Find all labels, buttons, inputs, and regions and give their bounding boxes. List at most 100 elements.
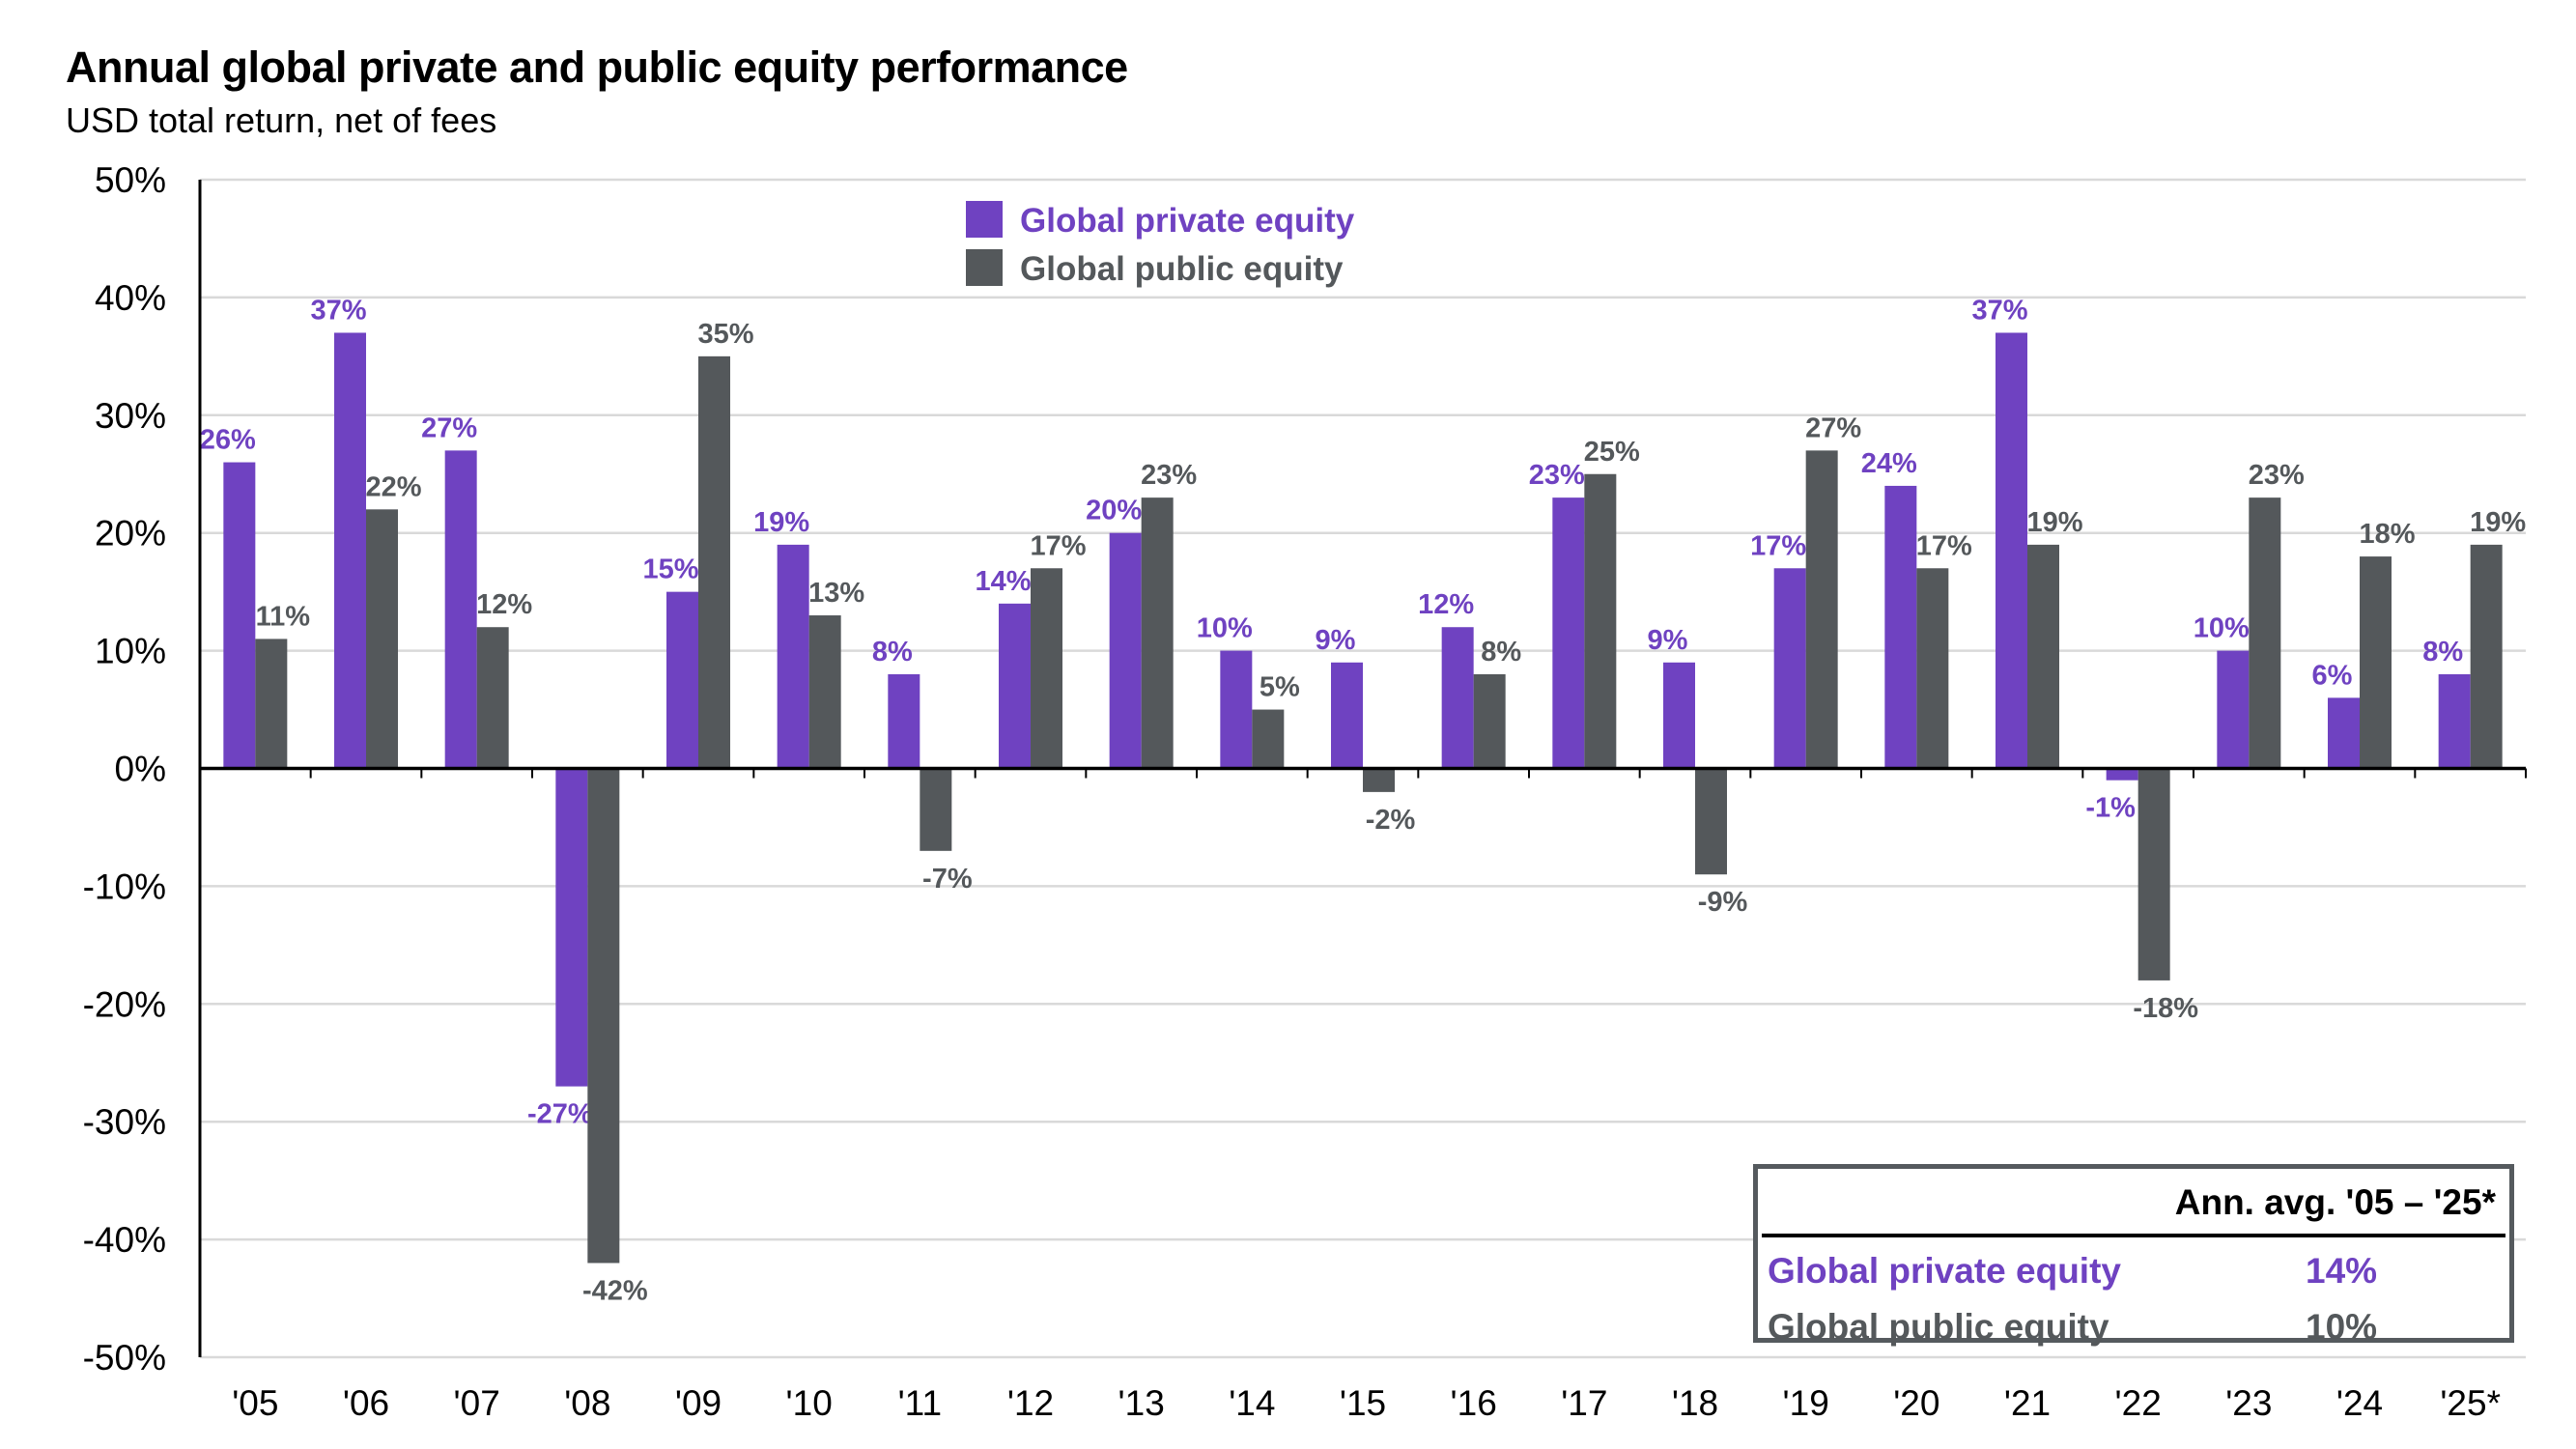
public-data-label: -2%: [1366, 805, 1416, 836]
public-equity-bar: [2470, 544, 2503, 769]
legend-label-public: Global public equity: [1020, 250, 1344, 288]
public-equity-bar: [1916, 568, 1949, 769]
public-data-label: 19%: [2026, 507, 2082, 538]
public-equity-bar: [476, 627, 509, 769]
y-tick-label: -30%: [83, 1102, 166, 1142]
private-equity-bar: [1884, 485, 1917, 769]
y-tick-label: 50%: [95, 160, 166, 200]
private-equity-bar: [1773, 568, 1806, 769]
y-tick-label: -10%: [83, 867, 166, 906]
private-data-label: 10%: [2194, 613, 2250, 644]
public-equity-bar: [2249, 497, 2281, 769]
public-data-label: -42%: [582, 1275, 648, 1306]
private-data-label: -27%: [527, 1099, 593, 1130]
x-tick-label: '15: [1340, 1383, 1386, 1423]
private-equity-bar: [999, 603, 1031, 769]
y-tick-label: 30%: [95, 396, 166, 436]
y-tick-label: 20%: [95, 514, 166, 554]
x-tick-label: '23: [2225, 1383, 2272, 1423]
public-equity-bar: [1031, 568, 1062, 769]
private-data-label: 10%: [1197, 613, 1253, 644]
private-data-label: 37%: [310, 295, 366, 326]
x-tick-label: '13: [1118, 1383, 1165, 1423]
row-value-private: 14%: [2306, 1251, 2378, 1291]
public-data-label: 5%: [1260, 672, 1300, 703]
public-equity-bar: [698, 355, 730, 769]
y-tick-label: 10%: [95, 632, 166, 671]
private-equity-bar: [2328, 697, 2360, 769]
row-value-public: 10%: [2306, 1307, 2378, 1347]
private-equity-bar: [1663, 662, 1695, 769]
private-equity-bar: [1441, 627, 1474, 769]
private-equity-bar: [334, 332, 366, 769]
private-data-label: 9%: [1316, 625, 1356, 656]
private-data-label: 17%: [1750, 530, 1806, 561]
public-data-label: -9%: [1698, 887, 1748, 918]
header-divider: [1762, 1234, 2505, 1237]
x-tick-label: '20: [1893, 1383, 1939, 1423]
y-tick-label: 40%: [95, 278, 166, 318]
private-data-label: 37%: [1971, 295, 2027, 326]
private-data-label: 24%: [1861, 448, 1917, 479]
public-equity-bar: [2137, 768, 2170, 980]
public-equity-bar: [1252, 709, 1285, 769]
public-data-label: 12%: [476, 589, 532, 620]
private-equity-bar: [1996, 332, 2027, 769]
private-equity-bar: [444, 450, 477, 769]
x-tick-label: '24: [2336, 1383, 2383, 1423]
private-equity-bar: [555, 768, 588, 1087]
public-data-label: 25%: [1584, 437, 1640, 468]
x-tick-label: '08: [564, 1383, 610, 1423]
private-equity-bar: [2106, 768, 2138, 781]
public-equity-bar: [587, 768, 620, 1264]
public-data-label: 13%: [808, 578, 864, 609]
y-tick-label: 0%: [115, 750, 166, 789]
public-data-label: 23%: [2249, 460, 2305, 491]
public-data-label: 18%: [2359, 519, 2415, 550]
public-equity-bar: [366, 509, 398, 769]
public-equity-bar: [1695, 768, 1727, 875]
public-data-label: 27%: [1805, 412, 1861, 443]
public-data-label: 17%: [1916, 530, 1972, 561]
private-data-label: 6%: [2312, 660, 2353, 691]
private-data-label: 27%: [421, 412, 477, 443]
private-data-label: 20%: [1086, 496, 1142, 526]
x-tick-label: '09: [675, 1383, 722, 1423]
y-tick-label: -20%: [83, 984, 166, 1024]
legend-label-private: Global private equity: [1020, 202, 1355, 240]
x-tick-label: '21: [2004, 1383, 2051, 1423]
private-equity-bar: [223, 462, 256, 769]
public-data-label: 22%: [365, 471, 421, 502]
y-tick-label: -40%: [83, 1220, 166, 1260]
private-equity-bar: [2217, 650, 2250, 769]
x-tick-label: '07: [454, 1383, 500, 1423]
x-tick-label: '22: [2115, 1383, 2162, 1423]
y-tick-label: -50%: [83, 1338, 166, 1378]
private-data-label: 8%: [2422, 637, 2463, 668]
row-label-public: Global public equity: [1768, 1307, 2109, 1347]
public-data-label: 11%: [256, 601, 311, 632]
private-equity-bar: [777, 544, 809, 769]
private-data-label: 26%: [200, 425, 256, 456]
public-equity-bar: [1584, 473, 1617, 769]
x-tick-label: '18: [1672, 1383, 1718, 1423]
private-data-label: 9%: [1648, 625, 1688, 656]
chart-title: Annual global private and public equity …: [66, 43, 1128, 92]
legend-swatch-private: [966, 201, 1003, 238]
x-tick-label: '05: [232, 1383, 278, 1423]
public-equity-bar: [1141, 497, 1174, 769]
private-data-label: 12%: [1418, 589, 1474, 620]
public-data-label: 8%: [1481, 637, 1521, 668]
public-data-label: 35%: [697, 319, 753, 350]
private-data-label: 15%: [642, 554, 698, 585]
public-data-label: -7%: [922, 864, 973, 895]
private-equity-bar: [1552, 497, 1585, 769]
private-data-label: 23%: [1529, 460, 1585, 491]
chart-subtitle: USD total return, net of fees: [66, 100, 497, 140]
private-equity-bar: [1109, 532, 1142, 769]
private-equity-bar: [888, 673, 920, 769]
private-equity-bar: [1331, 662, 1363, 769]
private-data-label: 14%: [975, 566, 1031, 597]
x-tick-label: '14: [1229, 1383, 1275, 1423]
